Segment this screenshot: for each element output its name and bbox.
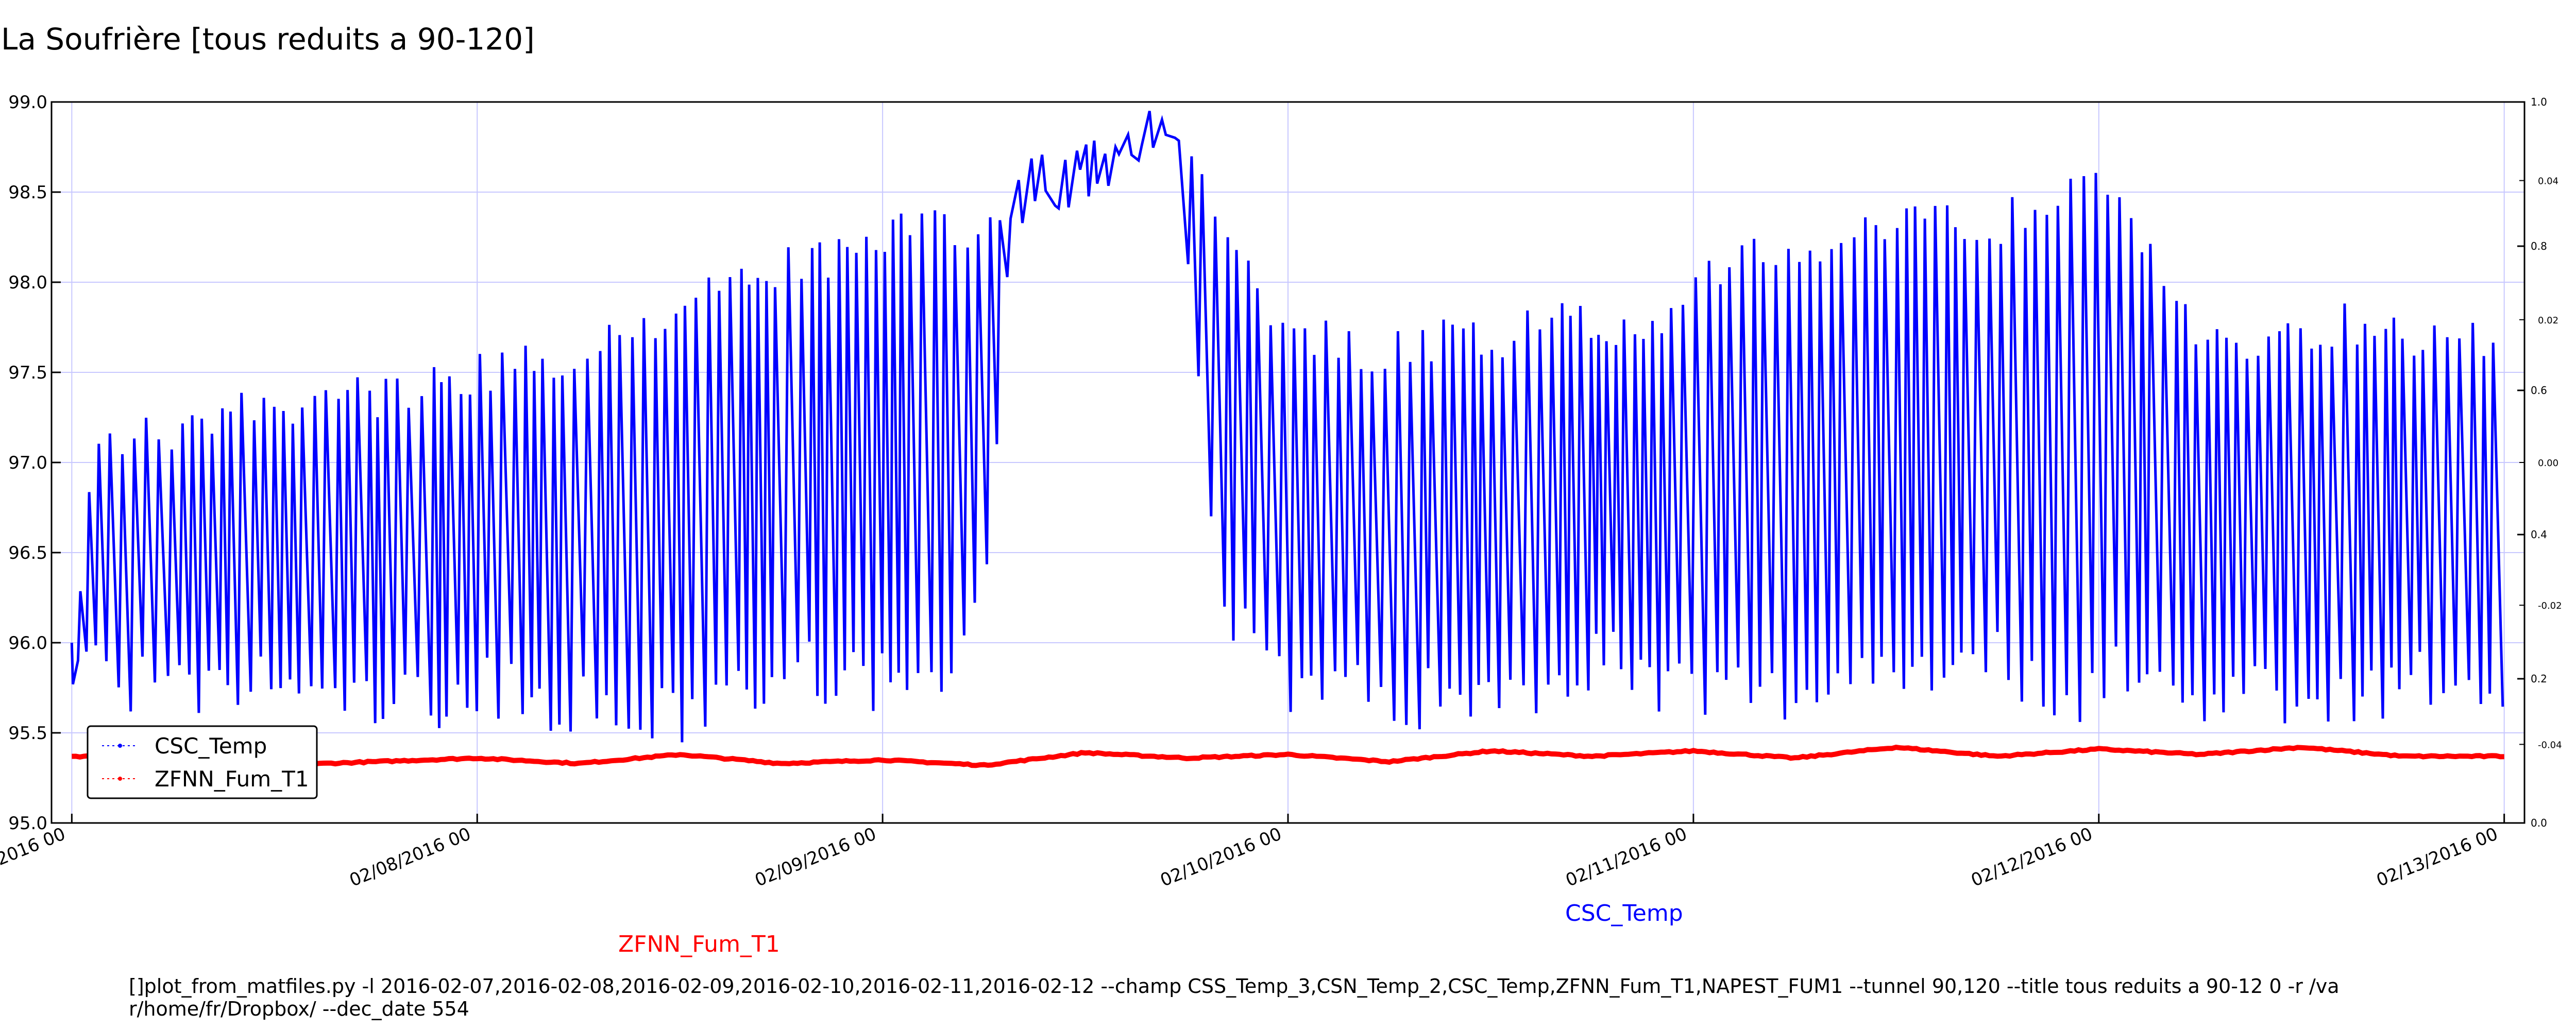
command-line-text: []plot_from_matfiles.py -l 2016-02-07,20…: [129, 975, 2340, 1020]
zfnn-fum-t1-line: [72, 744, 2504, 768]
right-tick-label-b: 0.02: [2538, 315, 2558, 326]
y-tick-label: 96.0: [8, 633, 47, 654]
y-tick-label: 97.5: [8, 363, 47, 383]
x-tick-label: 02/13/2016 00: [2374, 823, 2501, 891]
series-csc-temp: [70, 111, 2504, 743]
chart-title: La Soufrière [tous reduits a 90-120]: [1, 22, 535, 57]
right-tick-label: 0.2: [2531, 673, 2547, 685]
right-tick-label: 0.6: [2531, 384, 2547, 397]
y-axis-ticks: 95.0 95.5 96.0 96.5 97.0 97.5 98.0 98.5 99.0: [8, 92, 61, 834]
legend: CSC_Temp ZFNN_Fum_T1: [87, 725, 318, 799]
y-tick-label: 95.5: [8, 723, 47, 744]
right-tick-label: 0.0: [2531, 817, 2547, 829]
zfnn-axis-label: ZFNN_Fum_T1: [618, 931, 780, 957]
y-tick-label: 96.5: [8, 543, 47, 563]
y-tick-label: 95.0: [8, 813, 47, 834]
right-axis-ticks: 0.0 0.2 0.4 0.6 0.8 1.0 -0.04 -0.02 0.00 0.02 0.04: [2517, 96, 2562, 829]
x-tick-label: 02/11/2016 00: [1563, 823, 1690, 891]
y-tick-label: 98.5: [8, 182, 47, 203]
y-tick-label: 97.0: [8, 453, 47, 473]
legend-marker: [118, 744, 122, 748]
right-tick-label-b: 0.04: [2538, 176, 2558, 187]
legend-entry-label: ZFNN_Fum_T1: [155, 766, 309, 792]
right-tick-label: 0.8: [2531, 240, 2547, 252]
right-tick-label-b: -0.02: [2538, 600, 2562, 611]
x-axis-ticks: 02/07/2016 00 02/08/2016 00 02/09/2016 00 0…: [0, 814, 2505, 891]
csc-axis-label: CSC_Temp: [1565, 900, 1683, 926]
legend-box: [87, 725, 318, 799]
right-tick-label-b: -0.04: [2538, 740, 2562, 750]
csc-temp-line: [70, 111, 2504, 743]
x-tick-label: 02/10/2016 00: [1158, 823, 1285, 891]
x-tick-label: 02/09/2016 00: [752, 823, 879, 891]
x-tick-label: 02/08/2016 00: [347, 823, 474, 891]
right-tick-label-b: 0.00: [2538, 458, 2558, 469]
series-zfnn-fum-t1: [72, 744, 2504, 768]
right-tick-label: 1.0: [2531, 96, 2547, 108]
y-tick-label: 98.0: [8, 272, 47, 293]
x-tick-label: 02/12/2016 00: [1968, 823, 2095, 891]
legend-entry-label: CSC_Temp: [155, 733, 267, 759]
right-tick-label: 0.4: [2531, 528, 2547, 541]
legend-marker: [118, 777, 122, 781]
y-tick-label: 99.0: [8, 92, 47, 113]
